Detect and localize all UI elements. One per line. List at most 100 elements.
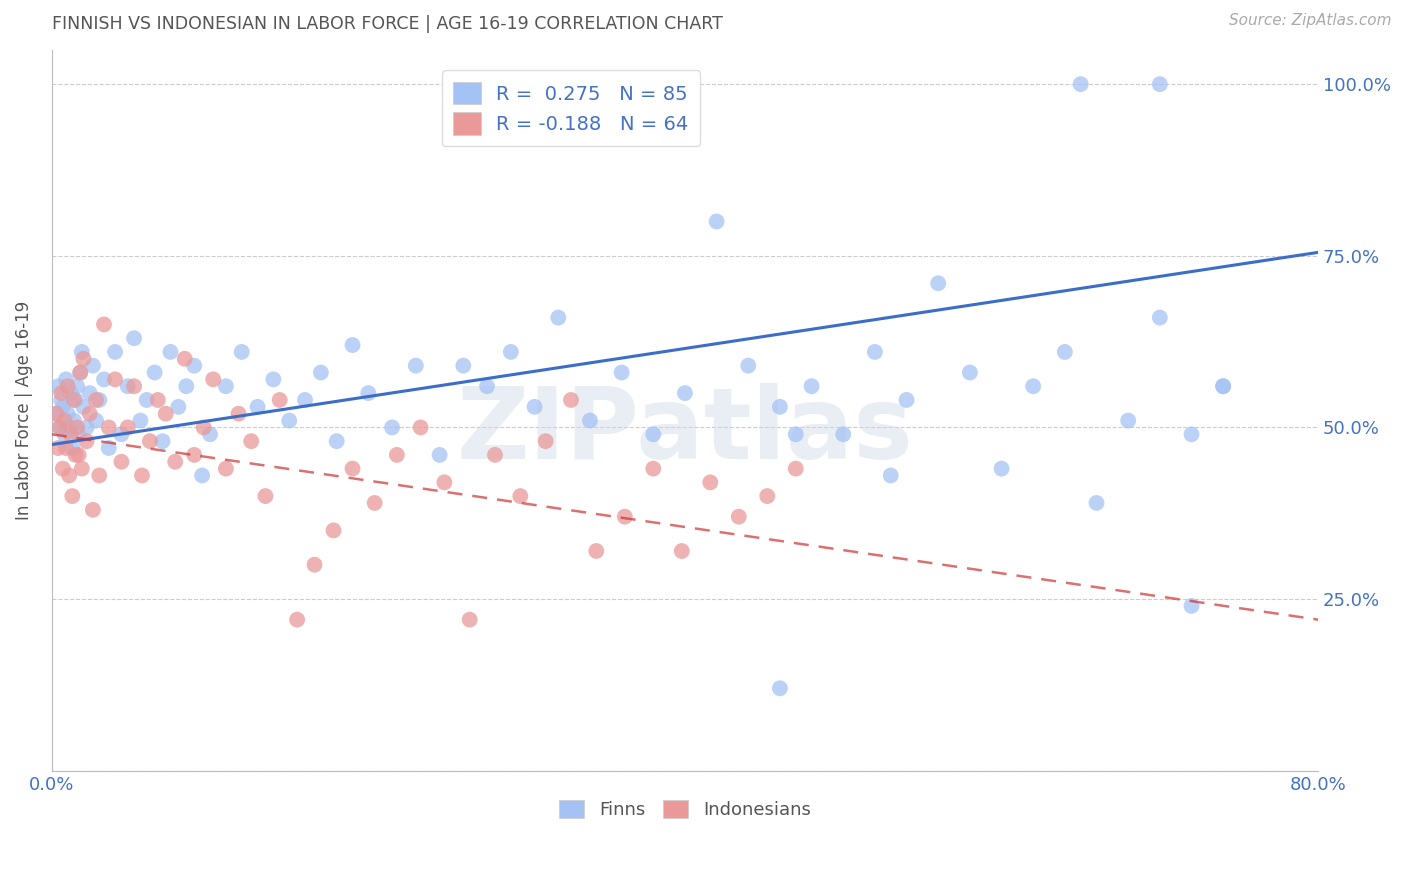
Point <box>59 427 82 442</box>
Point <box>433 475 456 490</box>
Point <box>1116 413 1139 427</box>
Point <box>499 345 522 359</box>
Point <box>173 351 195 366</box>
Point <box>643 461 665 475</box>
Point <box>198 427 221 442</box>
Point <box>45 407 67 421</box>
Point <box>70 345 93 359</box>
Point <box>69 366 91 380</box>
Point <box>800 379 823 393</box>
Point <box>309 366 332 380</box>
Point <box>104 345 127 359</box>
Point <box>84 392 107 407</box>
Point <box>60 441 83 455</box>
Point <box>76 420 98 434</box>
Point <box>146 392 169 407</box>
Point <box>52 400 75 414</box>
Point <box>55 372 77 386</box>
Text: ZIPatlas: ZIPatlas <box>457 384 914 481</box>
Point <box>60 489 83 503</box>
Point <box>110 455 132 469</box>
Point <box>55 441 77 455</box>
Point <box>1149 77 1171 91</box>
Point <box>405 359 427 373</box>
Point <box>769 681 792 696</box>
Point <box>357 386 380 401</box>
Point <box>610 366 633 380</box>
Point <box>89 392 111 407</box>
Point <box>509 489 531 503</box>
Point <box>97 441 120 455</box>
Point <box>165 455 187 469</box>
Point <box>45 407 67 421</box>
Point <box>70 461 93 475</box>
Point <box>93 372 115 386</box>
Point <box>547 310 569 325</box>
Point <box>53 413 76 427</box>
Point <box>269 392 291 407</box>
Point <box>706 214 728 228</box>
Point <box>56 379 79 393</box>
Point <box>135 392 157 407</box>
Point <box>896 392 918 407</box>
Point <box>1022 379 1045 393</box>
Point <box>53 427 76 442</box>
Point <box>363 496 385 510</box>
Point <box>67 427 90 442</box>
Point <box>880 468 903 483</box>
Point <box>66 420 89 434</box>
Point <box>785 461 807 475</box>
Point <box>46 441 69 455</box>
Point <box>191 468 214 483</box>
Point <box>72 351 94 366</box>
Point <box>122 379 145 393</box>
Point <box>139 434 162 449</box>
Point <box>183 448 205 462</box>
Point <box>304 558 326 572</box>
Point <box>673 386 696 401</box>
Point <box>84 413 107 427</box>
Point <box>143 366 166 380</box>
Point <box>409 420 432 434</box>
Point <box>58 420 80 434</box>
Point <box>1053 345 1076 359</box>
Point <box>1180 427 1202 442</box>
Point <box>82 503 104 517</box>
Point <box>52 461 75 475</box>
Point <box>65 392 87 407</box>
Point <box>67 448 90 462</box>
Point <box>58 468 80 483</box>
Point <box>167 400 190 414</box>
Y-axis label: In Labor Force | Age 16-19: In Labor Force | Age 16-19 <box>15 301 32 520</box>
Point <box>63 392 86 407</box>
Point <box>129 413 152 427</box>
Point <box>51 386 73 401</box>
Point <box>193 420 215 434</box>
Point <box>122 331 145 345</box>
Point <box>643 427 665 442</box>
Point <box>110 427 132 442</box>
Point <box>1085 496 1108 510</box>
Point <box>585 544 607 558</box>
Point <box>737 359 759 373</box>
Point <box>756 489 779 503</box>
Point <box>246 400 269 414</box>
Point <box>990 461 1012 475</box>
Point <box>254 489 277 503</box>
Point <box>453 359 475 373</box>
Point <box>484 448 506 462</box>
Point <box>93 318 115 332</box>
Point <box>381 420 404 434</box>
Point <box>79 386 101 401</box>
Point <box>727 509 749 524</box>
Legend: Finns, Indonesians: Finns, Indonesians <box>553 793 818 827</box>
Point <box>294 392 316 407</box>
Point <box>76 434 98 449</box>
Point <box>240 434 263 449</box>
Point <box>285 613 308 627</box>
Point <box>82 359 104 373</box>
Point <box>769 400 792 414</box>
Point <box>1212 379 1234 393</box>
Point <box>832 427 855 442</box>
Point <box>215 461 238 475</box>
